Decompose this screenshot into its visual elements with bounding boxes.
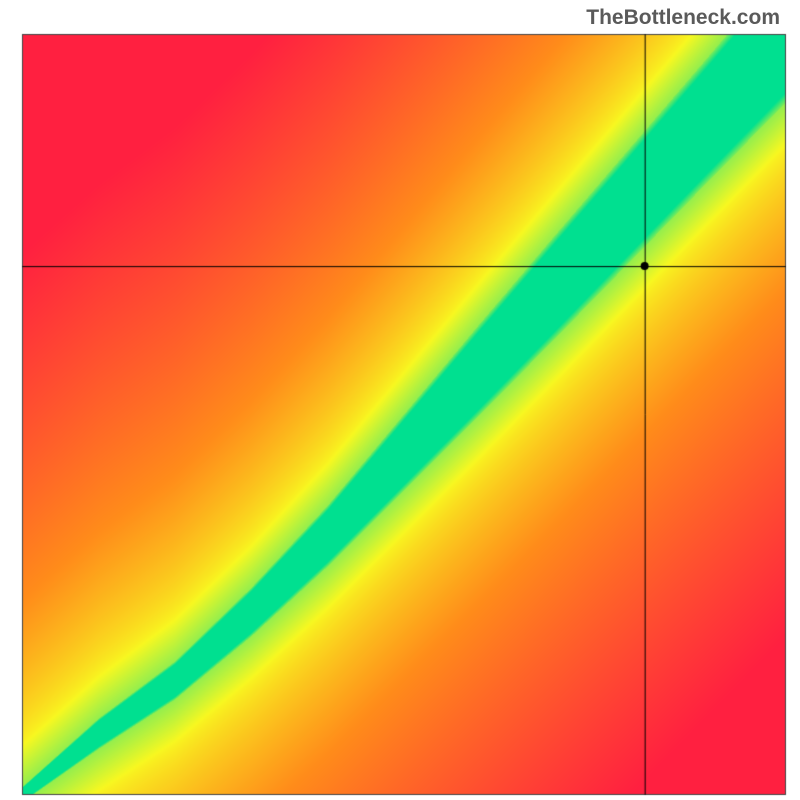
bottleneck-heatmap (0, 0, 800, 800)
watermark-text: TheBottleneck.com (586, 6, 780, 30)
